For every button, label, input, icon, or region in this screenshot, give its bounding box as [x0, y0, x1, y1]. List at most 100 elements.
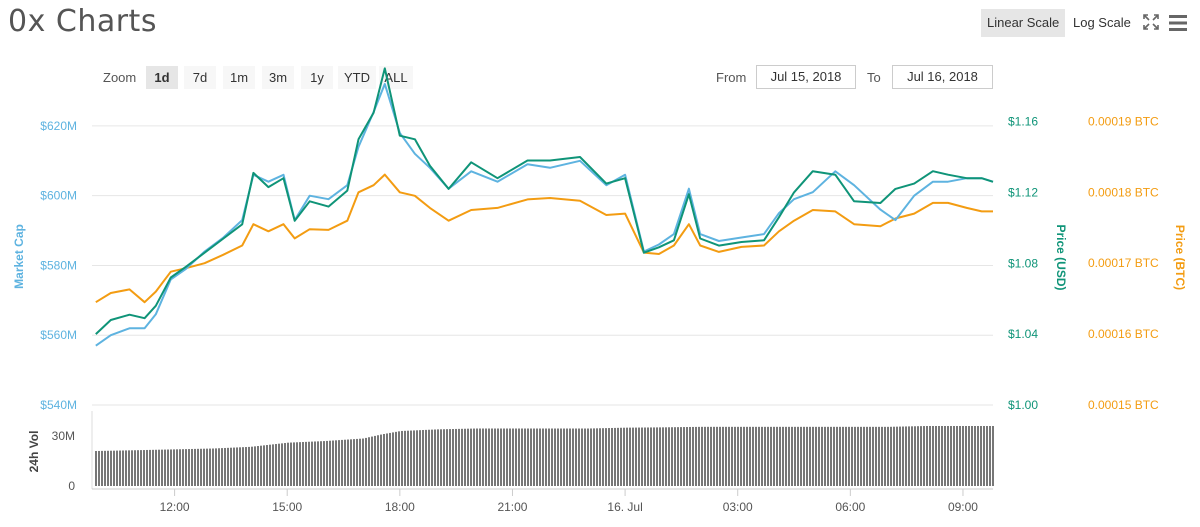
volume-bar	[311, 441, 313, 486]
volume-bar	[881, 426, 883, 486]
volume-bar	[851, 426, 853, 486]
volume-bar	[146, 449, 148, 486]
zoom-7d-button[interactable]: 7d	[184, 66, 216, 89]
volume-bar	[581, 428, 583, 486]
volume-bar	[560, 428, 562, 486]
volume-bar	[164, 449, 166, 486]
volume-bar	[299, 442, 301, 486]
volume-bar	[218, 448, 220, 486]
volume-bar	[395, 431, 397, 486]
zoom-1d-button[interactable]: 1d	[146, 66, 178, 89]
volume-bar	[776, 426, 778, 486]
volume-bar	[641, 427, 643, 486]
volume-bar	[737, 426, 739, 486]
volume-bar	[401, 430, 403, 486]
volume-bar	[440, 429, 442, 486]
volume-bar	[497, 428, 499, 486]
volume-bar	[704, 426, 706, 486]
menu-icon[interactable]	[1168, 14, 1188, 32]
volume-bar	[482, 428, 484, 486]
volume-bar	[431, 429, 433, 486]
volume-bar	[98, 450, 100, 486]
volume-bar	[986, 426, 988, 486]
volume-bar	[794, 426, 796, 486]
volume-bar	[695, 426, 697, 486]
volume-bar	[860, 426, 862, 486]
volume-bar	[347, 439, 349, 486]
volume-bar	[872, 426, 874, 486]
volume-bar	[548, 428, 550, 486]
volume-bar	[479, 428, 481, 486]
volume-bar	[608, 428, 610, 486]
volume-bar	[275, 444, 277, 486]
volume-bar	[344, 439, 346, 486]
zoom-1y-button[interactable]: 1y	[301, 66, 333, 89]
volume-bar	[131, 450, 133, 486]
volume-tick-label: 0	[68, 479, 75, 493]
volume-bar	[782, 426, 784, 486]
volume-bar	[182, 449, 184, 486]
volume-bar	[809, 426, 811, 486]
volume-bar	[185, 449, 187, 486]
zoom-1m-button[interactable]: 1m	[223, 66, 255, 89]
zoom-all-button[interactable]: ALL	[379, 66, 413, 89]
volume-bar	[296, 442, 298, 486]
volume-bar	[197, 448, 199, 486]
volume-bar	[125, 450, 127, 486]
volume-bar	[743, 426, 745, 486]
volume-bar	[884, 426, 886, 486]
volume-bar	[752, 426, 754, 486]
price-usd-tick-label: $1.04	[1008, 327, 1038, 341]
volume-bar	[749, 426, 751, 486]
volume-bar	[953, 426, 955, 486]
volume-bar	[443, 429, 445, 486]
volume-bar	[134, 450, 136, 486]
zoom-ytd-button[interactable]: YTD	[338, 66, 376, 89]
volume-bar	[626, 427, 628, 486]
price-usd-line	[95, 67, 994, 335]
from-label: From	[716, 70, 747, 85]
fullscreen-icon[interactable]	[1143, 14, 1159, 30]
volume-bar	[989, 426, 991, 486]
zoom-3m-button[interactable]: 3m	[262, 66, 294, 89]
volume-bar	[599, 428, 601, 486]
volume-bar	[875, 426, 877, 486]
volume-bar	[620, 427, 622, 486]
to-date-input[interactable]: Jul 16, 2018	[892, 65, 993, 89]
volume-bar	[980, 426, 982, 486]
volume-bar	[596, 428, 598, 486]
volume-bar	[572, 428, 574, 486]
volume-bar	[647, 427, 649, 486]
price-usd-axis-title: Price (USD)	[1054, 224, 1068, 290]
volume-bar	[233, 447, 235, 486]
volume-bar	[716, 426, 718, 486]
volume-bar	[224, 447, 226, 486]
volume-bar	[824, 426, 826, 486]
volume-bar	[941, 426, 943, 486]
volume-bar	[215, 448, 217, 486]
x-tick-label: 16. Jul	[607, 500, 642, 514]
volume-bar	[710, 426, 712, 486]
market-cap-tick-label: $600M	[40, 189, 77, 203]
volume-bar	[890, 426, 892, 486]
volume-bar	[179, 449, 181, 486]
linear-scale-button[interactable]: Linear Scale	[981, 9, 1066, 37]
volume-bar	[140, 450, 142, 486]
market-cap-tick-label: $560M	[40, 328, 77, 342]
price-btc-tick-label: 0.00016 BTC	[1088, 327, 1159, 341]
volume-bar	[800, 426, 802, 486]
volume-bar	[149, 449, 151, 486]
price-btc-line	[95, 173, 993, 304]
volume-bar	[461, 428, 463, 486]
volume-bar	[209, 448, 211, 486]
volume-bar	[905, 426, 907, 486]
volume-bar	[806, 426, 808, 486]
volume-bar	[527, 428, 529, 486]
from-date-input[interactable]: Jul 15, 2018	[756, 65, 856, 89]
volume-bar	[167, 449, 169, 486]
volume-bar	[707, 426, 709, 486]
volume-bar	[863, 426, 865, 486]
volume-bar	[452, 429, 454, 486]
volume-bar	[779, 426, 781, 486]
log-scale-button[interactable]: Log Scale	[1073, 15, 1131, 30]
